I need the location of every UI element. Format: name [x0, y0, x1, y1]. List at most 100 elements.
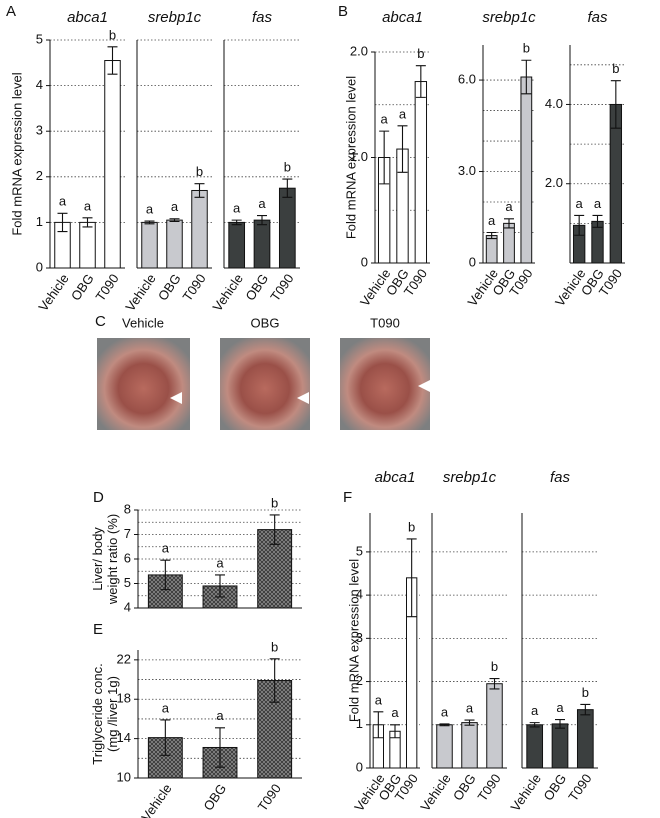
- significance-letter: a: [84, 198, 92, 213]
- error-bar: [215, 574, 225, 598]
- error-bar: [194, 183, 205, 198]
- x-tick-label: T090: [92, 271, 121, 304]
- x-tick-label: Vehicle: [508, 771, 544, 814]
- subplot-title: abca1: [67, 9, 108, 26]
- subplot-title: srebp1c: [482, 9, 536, 26]
- bar: [486, 683, 503, 769]
- error-bar: [160, 559, 171, 591]
- bar: [520, 76, 533, 264]
- x-tick-label: Vehicle: [417, 771, 453, 814]
- subplot: fas a Vehicle a OBG b T090: [210, 9, 300, 314]
- significance-letter: a: [488, 213, 496, 228]
- y-tick-label: 3: [36, 123, 43, 138]
- bar: [461, 722, 478, 769]
- bar: [253, 219, 271, 269]
- panel-label: E: [93, 621, 103, 638]
- significance-letter: a: [258, 196, 266, 211]
- y-tick-label: 3: [356, 630, 363, 645]
- x-tick-label: Vehicle: [138, 781, 174, 818]
- significance-letter: a: [556, 700, 564, 715]
- x-tick-label: T090: [474, 771, 503, 804]
- significance-letter: a: [375, 692, 383, 707]
- error-bar: [486, 231, 497, 240]
- significance-letter: a: [466, 700, 474, 715]
- significance-letter: b: [491, 659, 498, 674]
- panel-label: A: [6, 3, 16, 20]
- subplot-title: abca1: [375, 469, 416, 486]
- significance-letter: b: [582, 685, 589, 700]
- subplot: D Liver/ body weight ratio (%) 4 5 6 7 8 a a b: [90, 489, 302, 614]
- error-bar: [373, 711, 384, 739]
- error-bar: [529, 722, 540, 728]
- bar: [414, 81, 428, 264]
- bar: [278, 187, 296, 269]
- error-bar: [282, 178, 293, 198]
- subplot-title: srebp1c: [443, 469, 497, 486]
- bar: [436, 724, 453, 769]
- bar: [526, 724, 544, 769]
- bar: [166, 219, 183, 269]
- y-tick-label: 0: [361, 254, 368, 269]
- error-bar: [269, 514, 280, 545]
- photo-label: T090: [370, 315, 400, 330]
- x-tick-label: Vehicle: [122, 271, 158, 314]
- error-bar: [592, 214, 603, 228]
- y-axis-label: weight ratio (%): [105, 514, 120, 605]
- bar: [191, 189, 208, 269]
- subplot-title: srebp1c: [148, 9, 202, 26]
- significance-letter: a: [146, 201, 154, 216]
- subplot: fas a Vehicle a OBG b T090: [508, 469, 598, 814]
- y-tick-label: 10: [117, 769, 131, 784]
- y-tick-label: 4: [356, 587, 363, 602]
- x-tick-label: Vehicle: [210, 271, 246, 314]
- error-bar: [57, 212, 68, 233]
- panel-label: B: [338, 3, 348, 20]
- bar: [104, 60, 121, 269]
- error-bar: [231, 219, 242, 226]
- y-axis-label: Triglyceride conc.: [90, 663, 105, 764]
- error-bar: [82, 217, 93, 228]
- y-tick-label: 4: [124, 599, 131, 614]
- error-bar: [521, 59, 532, 95]
- significance-letter: b: [271, 639, 278, 654]
- error-bar: [269, 658, 280, 703]
- y-tick-label: 1: [36, 214, 43, 229]
- y-tick-label: 4.0: [545, 96, 563, 111]
- bar: [79, 221, 96, 269]
- panel-label: F: [343, 489, 352, 506]
- panel-label: C: [95, 313, 106, 330]
- bar: [503, 222, 515, 264]
- x-tick-label: T090: [255, 781, 284, 814]
- y-axis-label: Liver/ body: [90, 527, 105, 591]
- y-tick-label: 1.0: [350, 149, 368, 164]
- photo: [97, 338, 190, 430]
- error-bar: [169, 218, 180, 223]
- significance-letter: a: [171, 199, 179, 214]
- bar: [228, 221, 246, 269]
- significance-letter: a: [531, 703, 539, 718]
- arrowhead: [297, 392, 309, 404]
- y-tick-label: 18: [117, 691, 131, 706]
- x-tick-label: OBG: [540, 771, 569, 803]
- y-tick-label: 5: [124, 575, 131, 590]
- error-bar: [415, 65, 426, 98]
- x-tick-label: Vehicle: [35, 271, 71, 314]
- x-tick-label: OBG: [68, 271, 97, 303]
- error-bar: [610, 80, 621, 129]
- photo-obg: [220, 338, 310, 430]
- y-tick-label: 0: [356, 759, 363, 774]
- y-tick-label: 6: [124, 550, 131, 565]
- subplot-title: fas: [252, 9, 273, 26]
- error-bar: [439, 723, 450, 727]
- significance-letter: a: [441, 704, 449, 719]
- y-tick-label: 3.0: [458, 163, 476, 178]
- error-bar: [574, 214, 585, 236]
- subplot: E Triglyceride conc. (mg /liver 1g) 10 14 18 2…: [90, 621, 302, 818]
- y-tick-label: 2: [36, 168, 43, 183]
- error-bar: [406, 538, 417, 618]
- y-tick-label: 4: [36, 77, 43, 92]
- significance-letter: a: [381, 112, 389, 127]
